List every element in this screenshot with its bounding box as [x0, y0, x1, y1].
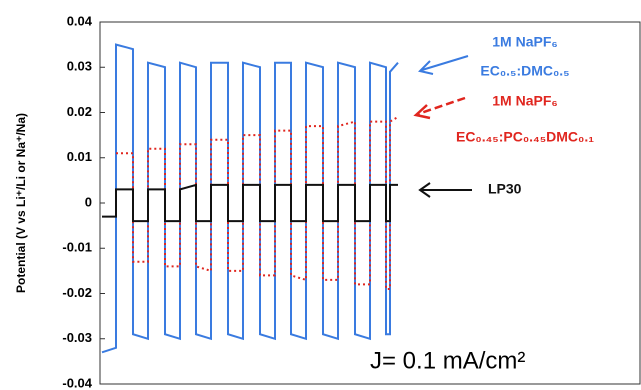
arrow-head: [418, 182, 431, 198]
arrow: [417, 96, 466, 116]
series-line: [101, 43, 399, 354]
y-axis-label: Potential (V vs Li⁺/Li or Na⁺/Na): [14, 113, 28, 293]
series-label: 1M NaPF₆: [492, 34, 557, 50]
series-label: EC₀.₅:DMC₀.₅: [480, 63, 569, 79]
annotation: J= 0.1 mA/cm²: [370, 347, 525, 374]
y-tick-label: -0.03: [62, 330, 92, 345]
y-tick-label: -0.04: [62, 375, 92, 390]
series-label: EC₀.₄₅:PC₀.₄₅DMC₀.₁: [456, 129, 594, 145]
y-tick-label: 0: [85, 194, 92, 209]
series-line: [116, 116, 399, 290]
y-tick-label: 0.01: [67, 149, 92, 164]
series-label: 1M NaPF₆: [492, 93, 557, 109]
y-tick-label: -0.01: [62, 240, 92, 255]
series-line: [102, 183, 398, 223]
arrows: [413, 55, 472, 198]
arrow-head: [418, 60, 434, 75]
y-tick-label: 0.02: [67, 104, 92, 119]
y-tick-label: 0.03: [67, 59, 92, 74]
series-label: LP30: [488, 181, 522, 197]
y-tick-label: 0.04: [67, 13, 93, 28]
arrow: [421, 55, 469, 71]
arrow-head: [413, 104, 431, 120]
y-tick-label: -0.02: [62, 285, 92, 300]
